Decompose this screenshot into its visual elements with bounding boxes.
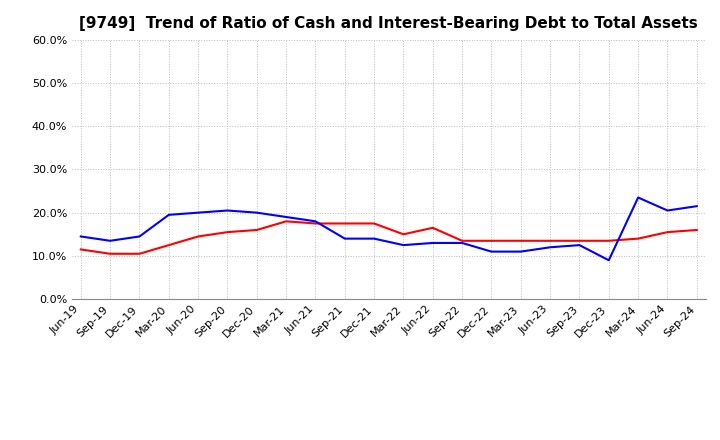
Interest-Bearing Debt bbox=[370, 236, 379, 241]
Cash bbox=[164, 242, 173, 248]
Interest-Bearing Debt bbox=[546, 245, 554, 250]
Interest-Bearing Debt bbox=[575, 242, 584, 248]
Interest-Bearing Debt bbox=[194, 210, 202, 215]
Line: Cash: Cash bbox=[81, 221, 697, 254]
Cash bbox=[458, 238, 467, 243]
Interest-Bearing Debt bbox=[399, 242, 408, 248]
Line: Interest-Bearing Debt: Interest-Bearing Debt bbox=[81, 198, 697, 260]
Interest-Bearing Debt bbox=[605, 258, 613, 263]
Interest-Bearing Debt bbox=[634, 195, 642, 200]
Interest-Bearing Debt bbox=[282, 214, 290, 220]
Cash bbox=[282, 219, 290, 224]
Cash bbox=[399, 231, 408, 237]
Interest-Bearing Debt bbox=[311, 219, 320, 224]
Cash bbox=[106, 251, 114, 257]
Cash bbox=[76, 247, 85, 252]
Cash bbox=[341, 221, 349, 226]
Cash bbox=[487, 238, 496, 243]
Cash bbox=[194, 234, 202, 239]
Cash bbox=[663, 230, 672, 235]
Interest-Bearing Debt bbox=[663, 208, 672, 213]
Cash bbox=[693, 227, 701, 233]
Cash bbox=[135, 251, 144, 257]
Interest-Bearing Debt bbox=[135, 234, 144, 239]
Interest-Bearing Debt bbox=[428, 240, 437, 246]
Cash bbox=[428, 225, 437, 231]
Interest-Bearing Debt bbox=[223, 208, 232, 213]
Interest-Bearing Debt bbox=[341, 236, 349, 241]
Cash bbox=[311, 221, 320, 226]
Cash bbox=[516, 238, 525, 243]
Interest-Bearing Debt bbox=[76, 234, 85, 239]
Cash bbox=[634, 236, 642, 241]
Cash bbox=[605, 238, 613, 243]
Interest-Bearing Debt bbox=[487, 249, 496, 254]
Cash bbox=[575, 238, 584, 243]
Cash bbox=[546, 238, 554, 243]
Interest-Bearing Debt bbox=[516, 249, 525, 254]
Interest-Bearing Debt bbox=[693, 204, 701, 209]
Interest-Bearing Debt bbox=[253, 210, 261, 215]
Interest-Bearing Debt bbox=[106, 238, 114, 243]
Cash bbox=[223, 230, 232, 235]
Cash bbox=[253, 227, 261, 233]
Cash bbox=[370, 221, 379, 226]
Title: [9749]  Trend of Ratio of Cash and Interest-Bearing Debt to Total Assets: [9749] Trend of Ratio of Cash and Intere… bbox=[79, 16, 698, 32]
Interest-Bearing Debt bbox=[164, 212, 173, 217]
Interest-Bearing Debt bbox=[458, 240, 467, 246]
